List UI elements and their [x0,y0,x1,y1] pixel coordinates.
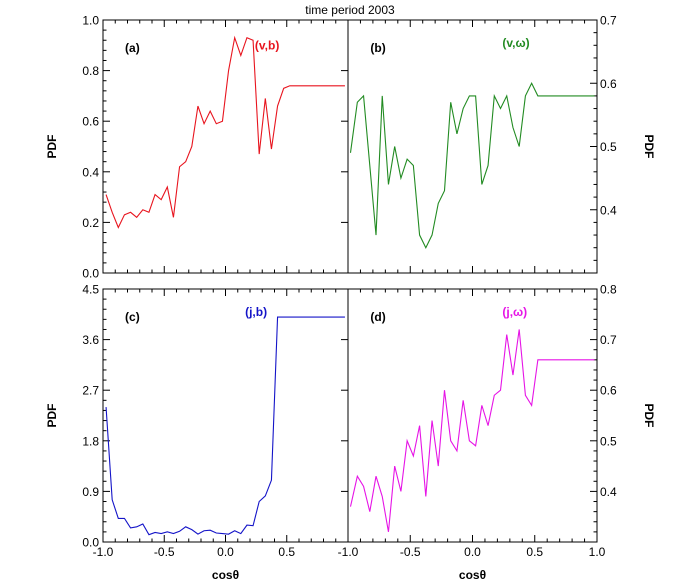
series-line [349,329,595,532]
panel-a: 0.0 0.2 0.4 0.6 0.8 1.0 PDF (a) (v,b) [45,14,349,281]
y-tick-label: 4.5 [82,283,99,297]
panel-tag: (d) [370,310,385,324]
y-tick-label: 1.8 [82,434,99,448]
x-tick-label: 0.0 [464,545,481,559]
series-label: (j,b) [245,305,267,319]
x-tick-label: 0.0 [217,545,234,559]
series-label: (v,ω) [502,36,529,50]
panel-c: 0.0 0.9 1.8 2.7 3.6 4.5 -1.0 -0.5 0.0 0.5 cosθ PDF (… [45,283,349,582]
panel-tag: (a) [125,41,140,55]
x-axis-label: cosθ [212,568,239,582]
y-tick-label: 0.5 [600,140,617,154]
y-tick-label: 0.7 [600,333,617,347]
y-tick-label: 0.4 [600,203,617,217]
x-tick-label: 0.5 [278,545,295,559]
x-tick-label: -1.0 [93,545,114,559]
y-tick-label: 0.4 [82,165,99,179]
y-tick-label: 0.2 [82,216,99,230]
x-tick-label: 0.5 [526,545,543,559]
series-line [105,35,345,229]
y-tick-label: 0.9 [82,485,99,499]
series-label: (v,b) [255,38,279,52]
y-tick-label: 0.4 [600,485,617,499]
x-tick-label: 1.0 [589,545,606,559]
series-line [105,316,345,536]
figure-title: time period 2003 [305,3,395,17]
x-tick-label: -1.0 [338,545,359,559]
panel-tag: (b) [370,41,385,55]
y-tick-label: 0.5 [600,434,617,448]
axes-frame [102,288,349,543]
y-tick-label: 1.0 [82,14,99,28]
x-axis-label: cosθ [459,568,486,582]
y-axis-label: PDF [45,135,59,159]
series-line [349,82,595,249]
y-tick-label: 0.8 [82,64,99,78]
y-axis-label: PDF [642,404,656,428]
axes-frame [102,19,349,274]
x-tick-label: -0.5 [154,545,175,559]
panel-d: 0.4 0.5 0.6 0.7 0.8 -1.0 -0.5 0.0 0.5 1.0 cosθ PDF (… [338,283,656,583]
y-tick-label: 0.0 [82,536,99,550]
y-axis-label: PDF [642,135,656,159]
axes-frame [347,288,598,543]
y-tick-label: 0.6 [82,115,99,129]
x-tick-label: -0.5 [400,545,421,559]
y-tick-label: 3.6 [82,333,99,347]
y-tick-label: 0.7 [600,14,617,28]
panel-tag: (c) [125,310,140,324]
y-tick-label: 0.6 [600,77,617,91]
y-axis-label: PDF [45,404,59,428]
y-tick-label: 0.8 [600,283,617,297]
y-tick-label: 0.0 [82,267,99,281]
panel-b: 0.4 0.5 0.6 0.7 PDF (b) (v,ω) [347,14,656,274]
y-tick-label: 0.6 [600,384,617,398]
series-label: (j,ω) [502,305,527,319]
y-tick-label: 2.7 [82,384,99,398]
